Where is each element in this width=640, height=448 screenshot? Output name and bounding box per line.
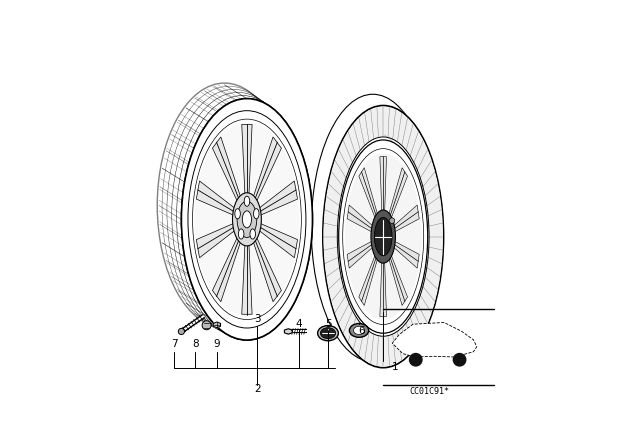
Polygon shape [387, 205, 419, 235]
Ellipse shape [179, 328, 184, 335]
Polygon shape [212, 137, 244, 211]
Polygon shape [250, 137, 282, 211]
Polygon shape [196, 181, 241, 218]
Ellipse shape [353, 326, 365, 335]
Ellipse shape [349, 323, 369, 337]
Circle shape [410, 353, 422, 366]
Polygon shape [196, 220, 241, 258]
Ellipse shape [374, 217, 392, 256]
Ellipse shape [235, 209, 241, 219]
Ellipse shape [195, 123, 300, 316]
Polygon shape [380, 247, 387, 316]
Polygon shape [212, 227, 244, 302]
Text: 3: 3 [254, 314, 260, 324]
Circle shape [453, 353, 466, 366]
Polygon shape [385, 168, 408, 229]
Ellipse shape [232, 193, 261, 246]
Text: CC01C91*: CC01C91* [410, 387, 449, 396]
Polygon shape [387, 238, 419, 268]
Ellipse shape [181, 99, 312, 340]
Ellipse shape [323, 105, 444, 368]
Ellipse shape [323, 107, 443, 366]
Polygon shape [242, 125, 252, 207]
Text: 2: 2 [254, 384, 260, 394]
Text: 9: 9 [214, 339, 220, 349]
Polygon shape [253, 181, 298, 218]
Text: 6: 6 [358, 327, 365, 336]
Ellipse shape [253, 209, 259, 219]
Polygon shape [359, 168, 381, 229]
Polygon shape [392, 323, 477, 357]
Ellipse shape [339, 140, 428, 333]
Ellipse shape [243, 211, 252, 228]
Polygon shape [242, 231, 252, 314]
Ellipse shape [321, 327, 335, 339]
Polygon shape [385, 244, 408, 306]
Text: 5: 5 [324, 319, 332, 328]
Ellipse shape [237, 201, 257, 237]
Ellipse shape [371, 210, 396, 263]
Text: 4: 4 [296, 319, 302, 328]
Ellipse shape [317, 326, 339, 341]
Polygon shape [347, 238, 379, 268]
Polygon shape [359, 244, 381, 306]
Ellipse shape [389, 218, 395, 224]
Text: 1: 1 [392, 362, 399, 372]
Polygon shape [347, 205, 379, 235]
Ellipse shape [244, 196, 250, 207]
Polygon shape [250, 227, 282, 302]
Ellipse shape [345, 154, 422, 320]
Polygon shape [213, 322, 221, 328]
Ellipse shape [337, 137, 429, 336]
Ellipse shape [238, 229, 244, 239]
Ellipse shape [202, 321, 211, 330]
Polygon shape [380, 157, 387, 226]
Text: 8: 8 [192, 339, 198, 349]
Polygon shape [284, 329, 292, 334]
Polygon shape [253, 220, 298, 258]
Ellipse shape [250, 229, 255, 239]
Text: 7: 7 [171, 339, 178, 349]
